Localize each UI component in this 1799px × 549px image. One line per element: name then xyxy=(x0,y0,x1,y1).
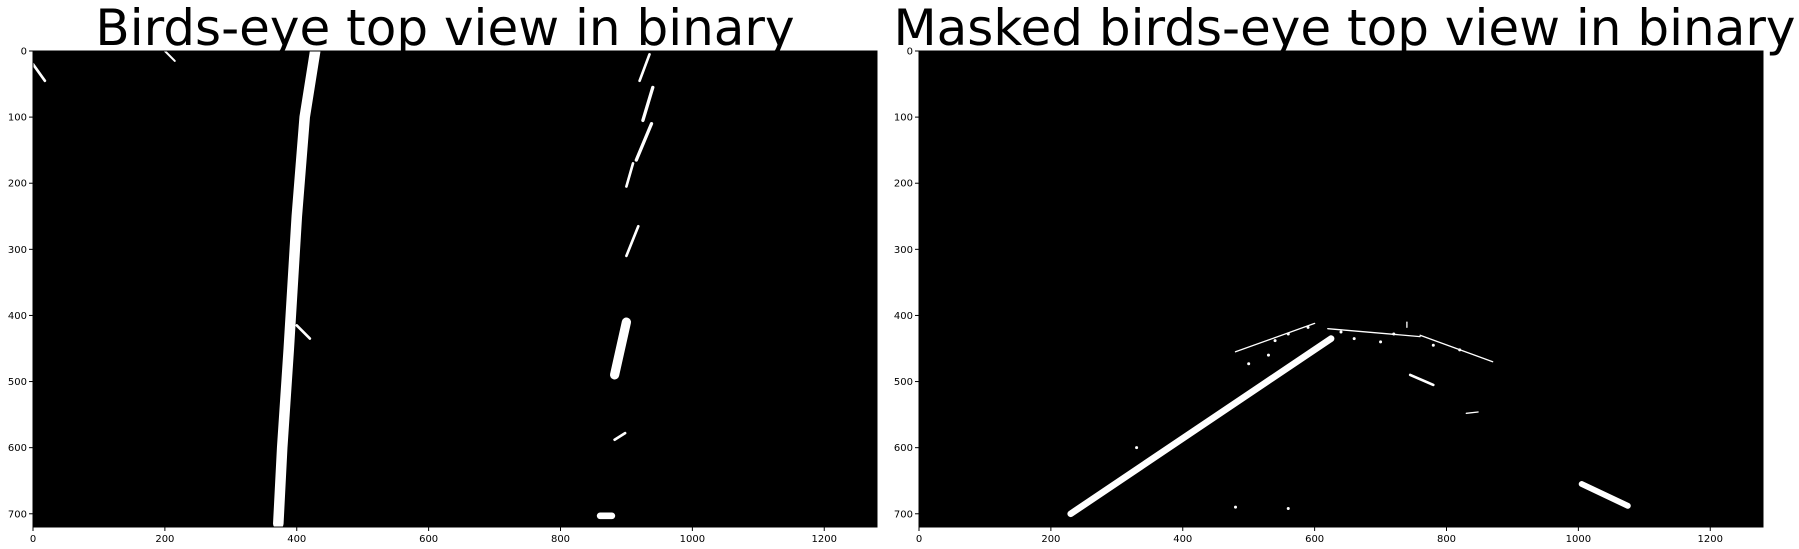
white-feature-2 xyxy=(1327,328,1421,338)
white-speck-13 xyxy=(1286,506,1290,510)
x-tick-label-1000: 1000 xyxy=(680,534,705,545)
x-tick-label-800: 800 xyxy=(1437,534,1456,545)
y-tick-label-0: 0 xyxy=(21,47,27,58)
y-tick-label-200: 200 xyxy=(8,179,27,190)
white-speck-1 xyxy=(1273,339,1277,343)
x-tick-label-400: 400 xyxy=(1173,534,1192,545)
white-feature-7 xyxy=(625,162,635,188)
axes-frame xyxy=(32,50,878,528)
y-tick-label-300: 300 xyxy=(894,245,913,256)
white-feature-2 xyxy=(163,50,176,62)
x-tick-label-600: 600 xyxy=(419,534,438,545)
white-feature-5 xyxy=(1408,373,1435,387)
white-feature-10 xyxy=(613,431,627,442)
y-tick-label-600: 600 xyxy=(8,443,27,454)
y-tick-label-200: 200 xyxy=(894,179,913,190)
white-speck-7 xyxy=(1431,343,1435,347)
chart-plot-masked-birds-eye: 0 200 400 600 800 1000 1200 0 100 200 300 400 500 600… xyxy=(894,47,1764,545)
chart-title: Masked birds-eye top view in binary xyxy=(893,0,1796,57)
white-feature-0 xyxy=(273,45,321,529)
y-tick-label-500: 500 xyxy=(894,377,913,388)
white-speck-5 xyxy=(1379,340,1383,344)
chart-panel-birds-eye: Birds-eye top view in binary 0 200 400 600 8… xyxy=(0,0,890,549)
y-tick-label-100: 100 xyxy=(8,113,27,124)
y-tick-label-0: 0 xyxy=(907,47,913,58)
x-tick-label-1200: 1200 xyxy=(812,534,837,545)
image-area xyxy=(919,51,1763,527)
x-tick-label-200: 200 xyxy=(1041,534,1060,545)
x-tick-label-0: 0 xyxy=(916,534,922,545)
white-feature-1 xyxy=(1234,322,1316,353)
x-tick-label-800: 800 xyxy=(551,534,570,545)
white-speck-12 xyxy=(1234,505,1237,509)
y-tick-label-400: 400 xyxy=(894,311,913,322)
white-feature-3 xyxy=(1419,334,1494,363)
white-feature-7 xyxy=(1578,481,1631,509)
y-tick-label-700: 700 xyxy=(894,509,913,520)
image-features xyxy=(31,45,655,529)
white-feature-6 xyxy=(634,122,654,162)
white-speck-2 xyxy=(1286,332,1290,336)
y-tick-label-500: 500 xyxy=(8,377,27,388)
y-tick-label-300: 300 xyxy=(8,245,27,256)
white-speck-11 xyxy=(1135,446,1139,450)
x-tick-label-1200: 1200 xyxy=(1698,534,1723,545)
white-speck-6 xyxy=(1392,332,1396,336)
white-feature-6 xyxy=(1465,411,1479,414)
y-tick-label-400: 400 xyxy=(8,311,27,322)
white-speck-10 xyxy=(1266,353,1270,357)
white-feature-0 xyxy=(1067,335,1335,518)
y-tick-label-100: 100 xyxy=(894,113,913,124)
white-feature-5 xyxy=(641,85,655,123)
axes-frame xyxy=(918,50,1764,528)
white-speck-4 xyxy=(1352,337,1356,341)
image-area xyxy=(33,51,877,527)
white-feature-3 xyxy=(295,324,312,340)
x-tick-label-400: 400 xyxy=(287,534,306,545)
image-features xyxy=(1067,321,1631,518)
chart-title: Birds-eye top view in binary xyxy=(95,0,795,57)
x-tick-label-0: 0 xyxy=(30,534,36,545)
y-tick-label-600: 600 xyxy=(894,443,913,454)
white-feature-9 xyxy=(609,317,632,380)
white-speck-0 xyxy=(1247,362,1251,366)
white-feature-1 xyxy=(31,62,47,83)
white-feature-4 xyxy=(638,52,651,83)
white-feature-8 xyxy=(625,224,640,258)
chart-panel-masked-birds-eye: Masked birds-eye top view in binary 0 200… xyxy=(890,0,1799,549)
x-tick-label-1000: 1000 xyxy=(1566,534,1591,545)
y-tick-label-700: 700 xyxy=(8,509,27,520)
white-speck-3 xyxy=(1339,330,1343,334)
chart-plot-birds-eye: 0 200 400 600 800 1000 1200 0 100 200 300 400 500 600… xyxy=(8,45,878,545)
white-speck-8 xyxy=(1458,348,1462,352)
x-tick-label-600: 600 xyxy=(1305,534,1324,545)
x-tick-label-200: 200 xyxy=(155,534,174,545)
white-speck-9 xyxy=(1306,325,1310,329)
